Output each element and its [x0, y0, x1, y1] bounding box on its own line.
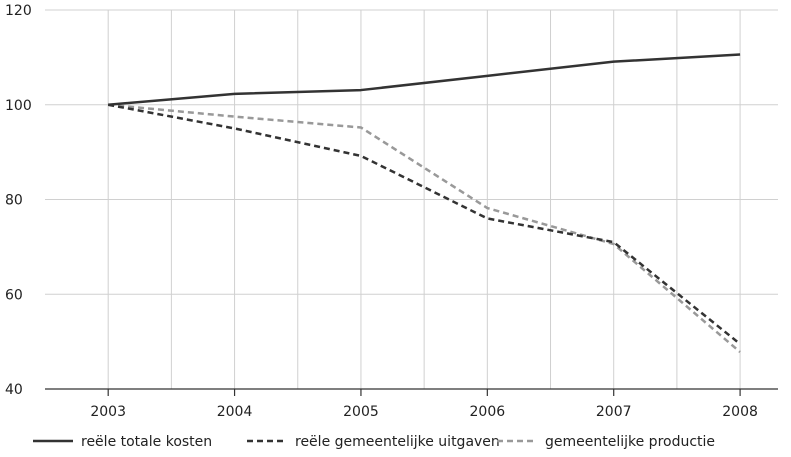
series-lines [107, 53, 741, 353]
grid-lines [45, 9, 778, 389]
x-tick-label: 2006 [470, 404, 506, 420]
x-axis: 2003 2004 2005 2006 2007 2008 [45, 388, 778, 420]
y-tick-label: 80 [5, 193, 23, 209]
series-line [108, 53, 741, 106]
series-line [107, 103, 741, 345]
x-tick-label: 2008 [722, 404, 758, 420]
y-tick-label: 40 [5, 382, 23, 398]
y-axis: 40 60 80 100 120 [5, 3, 32, 398]
y-tick-label: 60 [5, 287, 23, 303]
legend: reële totale kosten reële gemeentelijke u… [33, 434, 715, 450]
legend-label: reële gemeentelijke uitgaven [295, 434, 500, 450]
x-tick-label: 2004 [217, 404, 253, 420]
legend-label: reële totale kosten [81, 434, 212, 450]
x-tick-label: 2007 [596, 404, 632, 420]
x-tick-label: 2003 [90, 404, 126, 420]
series-line [108, 103, 741, 353]
x-tick-label: 2005 [343, 404, 379, 420]
legend-label: gemeentelijke productie [545, 434, 715, 450]
y-tick-label: 100 [5, 98, 32, 114]
y-tick-label: 120 [5, 3, 32, 19]
